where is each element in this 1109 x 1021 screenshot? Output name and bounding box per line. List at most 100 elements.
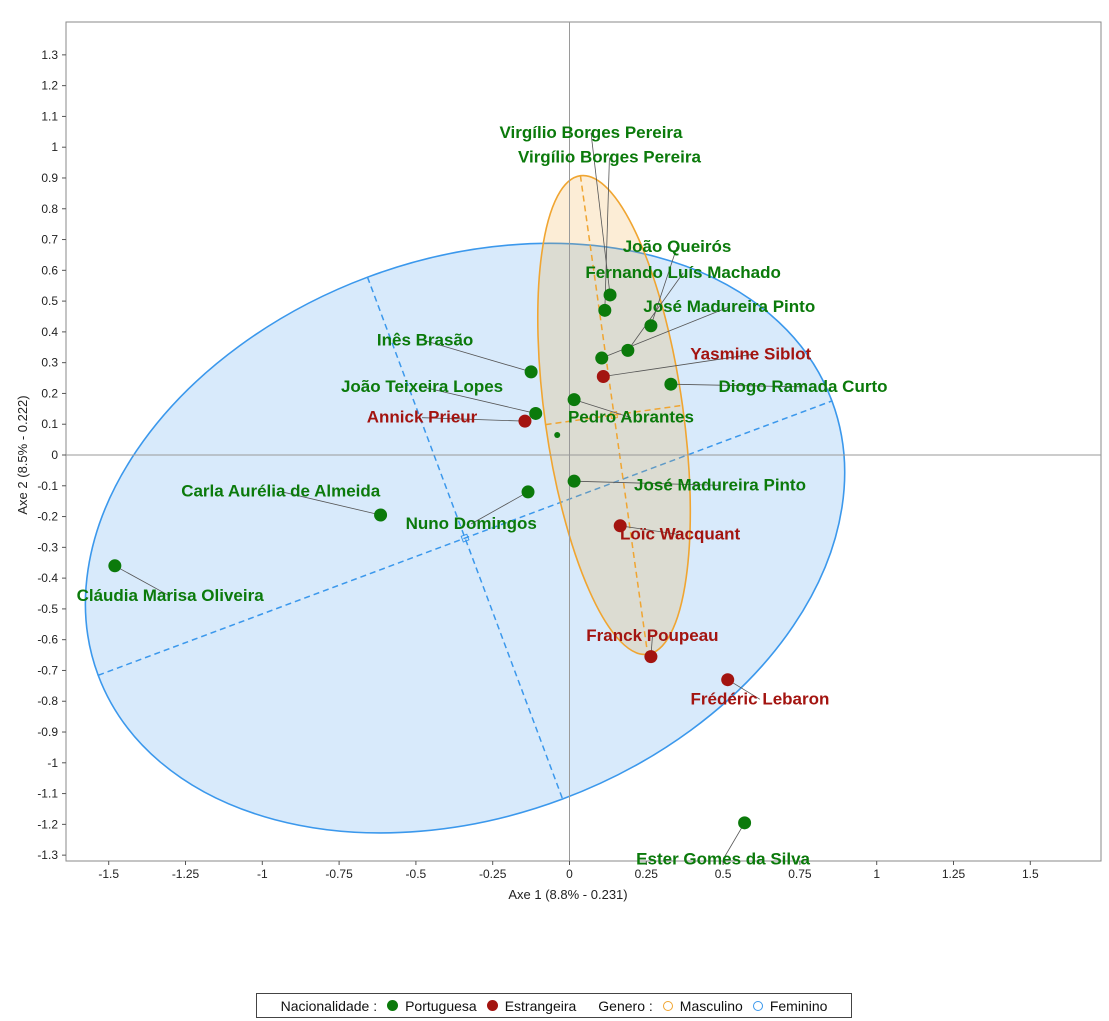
y-tick-label: 0.6 [41,263,58,277]
point-label: Inês Brasão [377,331,473,350]
legend-portuguesa-label: Portuguesa [405,997,477,1014]
point-label: Diogo Ramada Curto [718,377,887,396]
ellipse-masculino-minor-axis [579,175,649,655]
point-label: Carla Aurélia de Almeida [181,482,381,501]
leader-line [425,340,532,373]
leader-line [590,132,611,295]
leader-line [722,822,745,860]
x-axis-title: Axe 1 (8.8% - 0.231) [508,887,627,902]
y-tick-label: -0.8 [37,694,58,708]
point-label: Annick Prieur [367,408,478,427]
data-point [644,650,658,664]
y-tick-label: 0.5 [41,294,58,308]
centroid-point [554,431,561,438]
legend-gender-title: Genero : [598,997,653,1014]
point-label: José Madureira Pinto [643,297,815,316]
y-tick-label: -1.1 [37,787,58,801]
ellipse-feminino [84,242,846,834]
data-point [567,474,581,488]
leader-line [574,480,721,486]
data-point [595,351,609,365]
leader-line [604,157,610,311]
y-tick-label: -0.7 [37,663,58,677]
y-tick-label: -0.9 [37,725,58,739]
y-tick-label: -1.3 [37,848,58,862]
x-tick-label: 1.5 [1022,867,1039,881]
point-label: Yasmine Siblot [690,345,811,364]
y-tick-label: -0.2 [37,510,58,524]
leader-line [620,525,681,536]
point-label: Virgílio Borges Pereira [518,148,702,167]
data-point [613,519,627,533]
point-label: Cláudia Marisa Oliveira [77,586,265,605]
point-label: Virgílio Borges Pereira [500,123,684,142]
data-point [521,485,535,499]
legend-nationality-title: Nacionalidade : [280,997,378,1014]
leader-line [280,491,381,516]
point-label: João Queirós [623,237,732,256]
data-point [108,559,122,573]
leader-line [603,354,751,377]
leader-line [422,417,525,422]
point-label: Nuno Domingos [406,514,537,533]
leader-line [573,399,632,419]
point-label: Ester Gomes da Silva [636,849,810,868]
y-tick-label: 0.3 [41,356,58,370]
y-tick-label: 1.1 [41,109,58,123]
data-point [529,406,543,420]
y-tick-label: 1 [51,140,58,154]
y-tick-label: 0.4 [41,325,58,339]
y-tick-label: 0 [51,448,58,462]
legend-masculino-marker [662,1000,673,1011]
data-point [721,673,735,687]
y-tick-label: -1 [47,756,58,770]
x-tick-label: -0.5 [406,867,427,881]
point-label: Fernando Luís Machado [585,263,781,282]
x-tick-label: 0 [566,867,573,881]
data-point [524,365,538,379]
leader-line [114,565,171,597]
y-tick-label: 1.3 [41,48,58,62]
y-tick-label: -1.2 [37,817,58,831]
x-tick-label: -1.25 [172,867,200,881]
y-tick-label: -0.6 [37,633,58,647]
point-label: Pedro Abrantes [568,408,694,427]
legend-estrangeira-label: Estrangeira [504,997,577,1014]
leader-line [471,491,529,525]
point-label: Frédéric Lebaron [691,689,830,708]
data-point [644,319,658,333]
legend: Nacionalidade : Portuguesa Estrangeira G… [256,993,852,1018]
x-tick-label: 0.5 [715,867,732,881]
leader-line [670,383,803,388]
legend-feminino-label: Feminino [769,997,828,1014]
legend-estrangeira-marker [486,1000,498,1011]
point-label: Loïc Wacquant [620,525,741,544]
ellipse-masculino-major-axis [545,404,683,426]
data-point [603,288,617,302]
x-tick-label: 0.25 [635,867,659,881]
leader-line [627,272,684,351]
x-tick-label: -1.5 [98,867,119,881]
y-tick-label: -0.1 [37,479,58,493]
x-tick-label: 0.75 [788,867,812,881]
plot-area [65,21,1102,862]
y-tick-label: 1.2 [41,79,58,93]
legend-feminino-marker [752,1000,763,1011]
y-tick-label: 0.7 [41,233,58,247]
y-tick-label: 0.2 [41,386,58,400]
ellipse-feminino-center [460,533,470,543]
y-axis-title: Axe 2 (8.5% - 0.222) [15,395,30,514]
x-tick-label: -1 [257,867,268,881]
data-point [664,377,678,391]
y-tick-label: 0.9 [41,171,58,185]
data-point [596,370,610,384]
point-label: José Madureira Pinto [634,475,806,494]
data-point [518,414,532,428]
ellipse-feminino-minor-axis [366,276,564,800]
x-tick-label: -0.25 [479,867,507,881]
y-tick-label: -0.3 [37,540,58,554]
y-tick-label: 0.1 [41,417,58,431]
data-point [621,343,635,357]
data-point [598,303,612,317]
